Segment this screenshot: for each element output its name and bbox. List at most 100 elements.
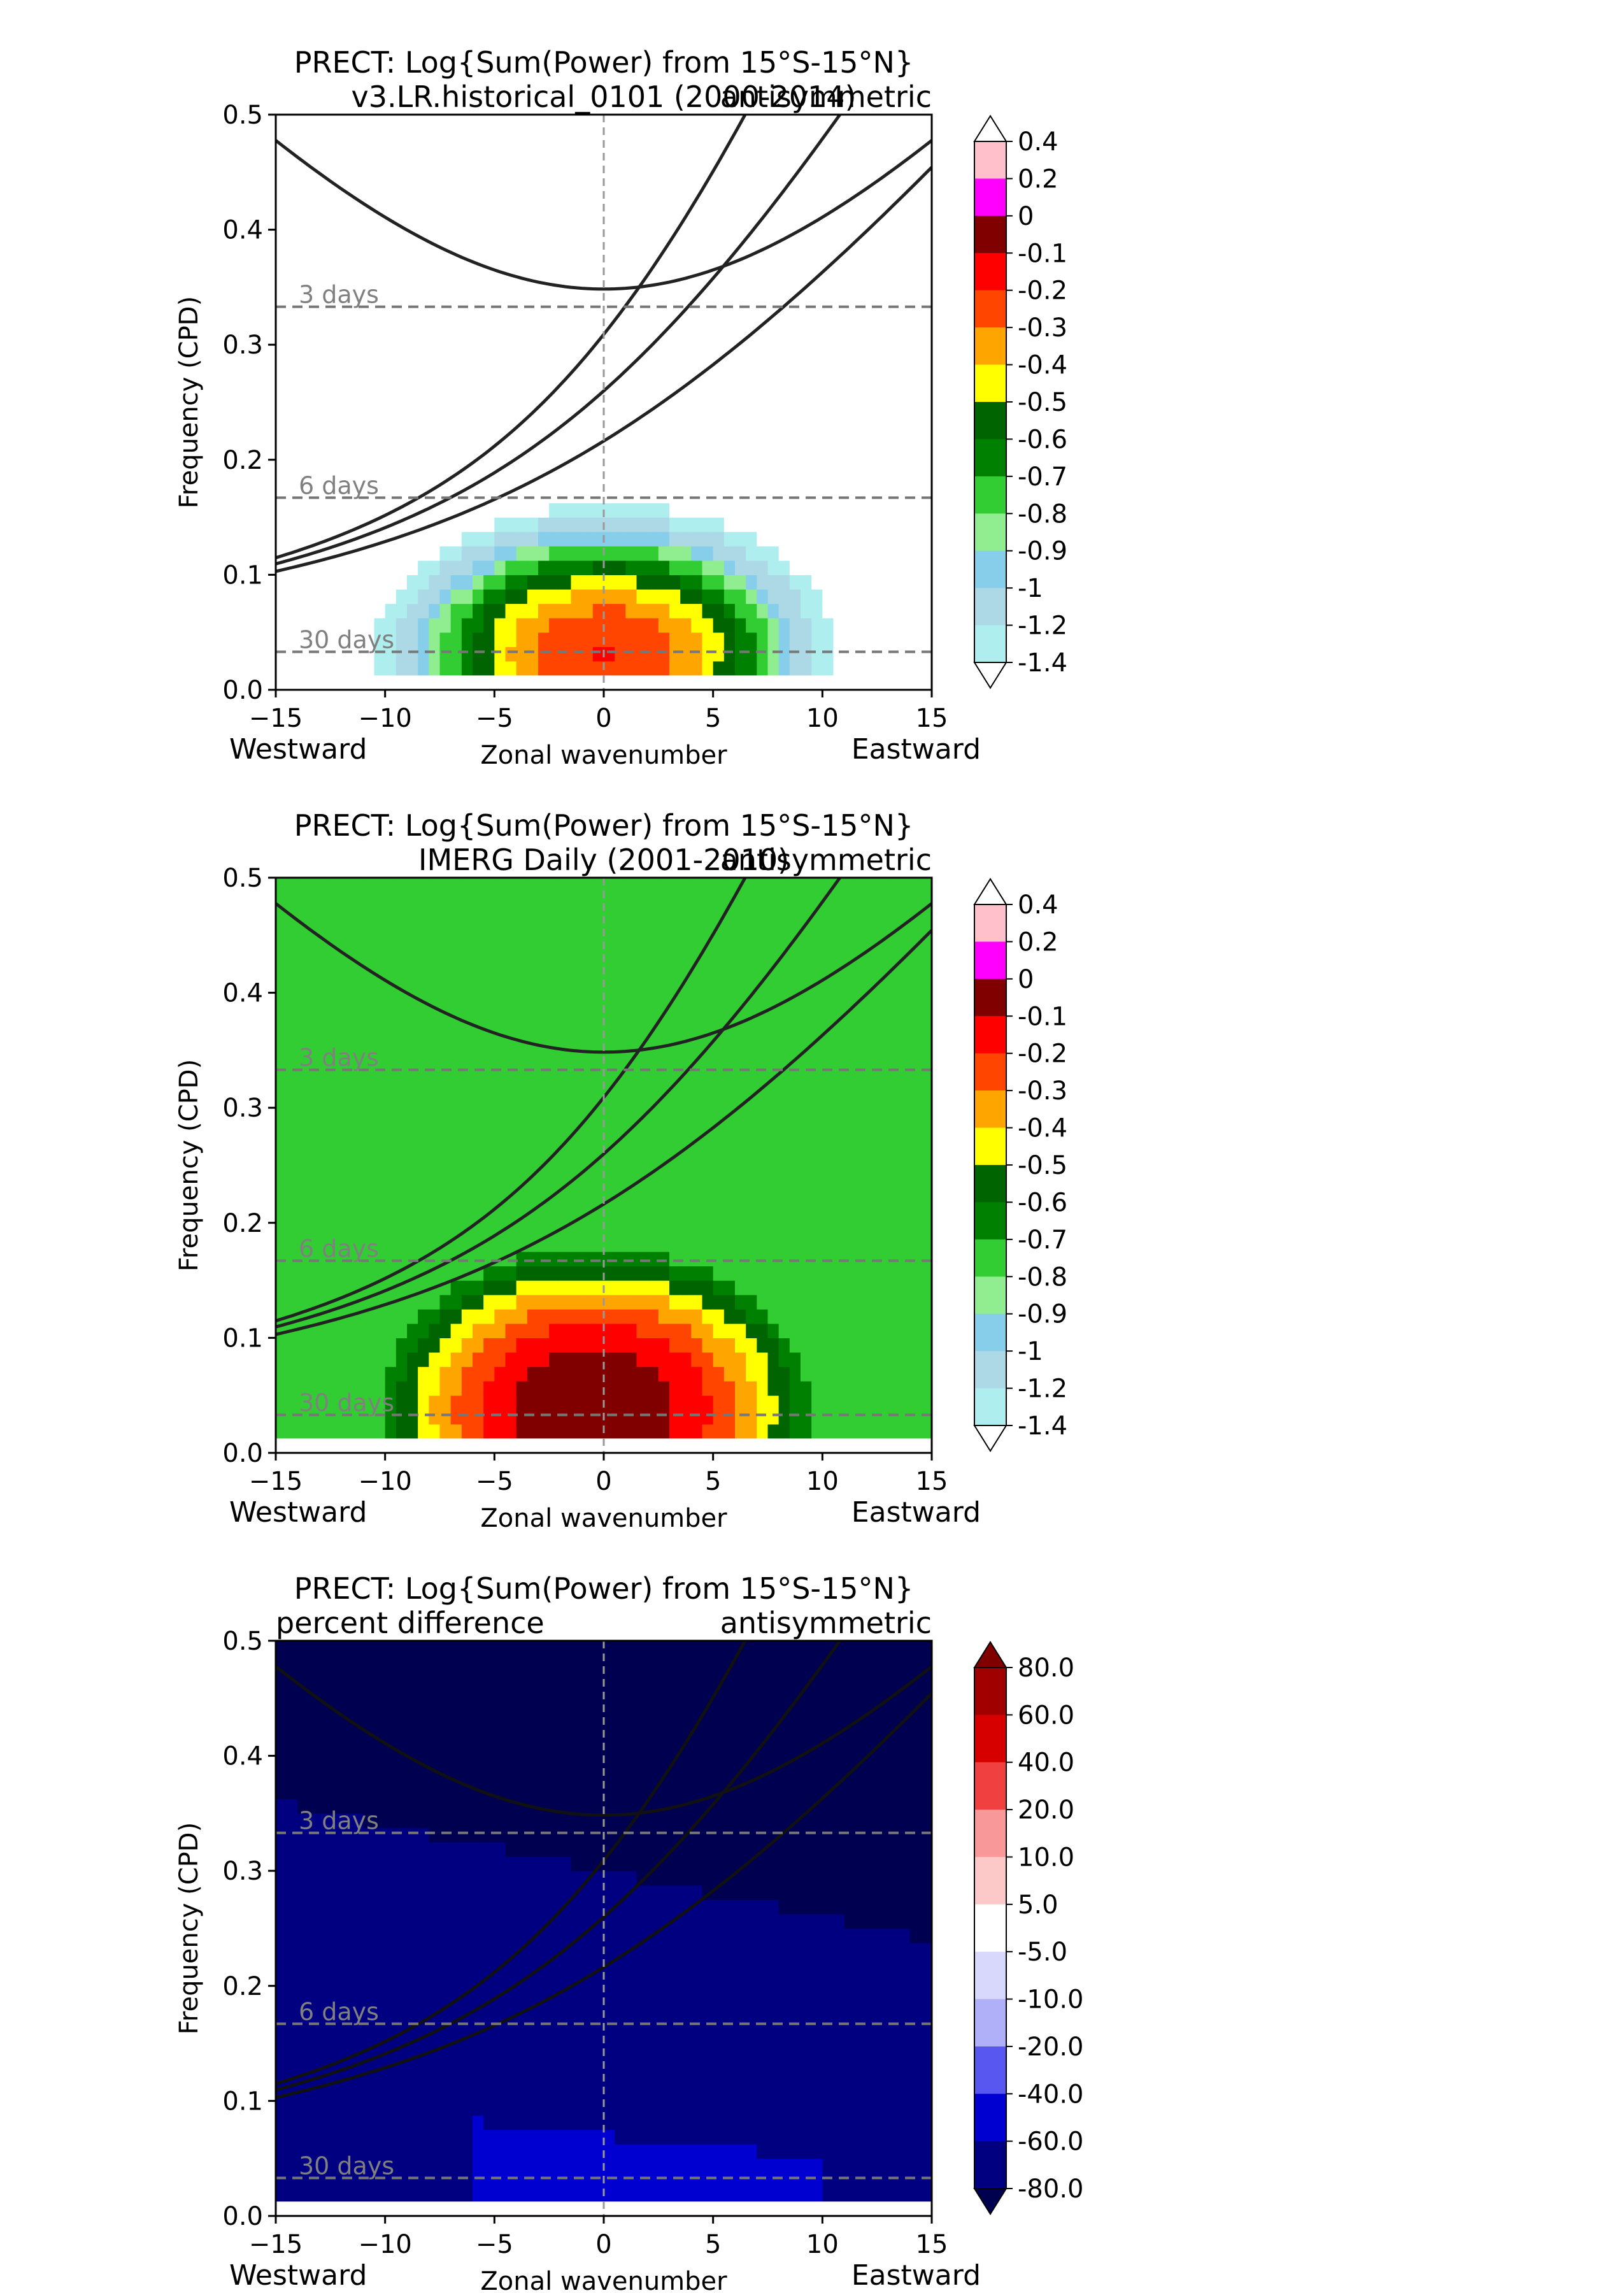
field-cell (920, 1208, 932, 1224)
field-cell (592, 978, 604, 994)
field-cell (866, 1165, 878, 1180)
field-cell (494, 1338, 506, 1353)
field-cell (888, 402, 900, 417)
field-cell (866, 646, 878, 662)
field-cell (844, 1251, 856, 1267)
field-cell (920, 1093, 932, 1108)
field-cell (407, 1150, 418, 1166)
field-cell (713, 474, 725, 489)
colorbar-swatch (974, 439, 1006, 477)
field-cell (395, 1410, 408, 1425)
field-cell (363, 417, 375, 432)
field-cell (527, 1395, 539, 1410)
field-cell (899, 301, 911, 317)
field-cell (899, 172, 911, 187)
field-cell (680, 1323, 692, 1338)
field-cell (855, 603, 867, 618)
field-cell (330, 1352, 342, 1368)
field-cell (647, 1079, 659, 1094)
field-cell (767, 1309, 780, 1324)
field-cell (527, 115, 539, 130)
field-cell (330, 1208, 342, 1224)
field-cell (319, 1222, 331, 1238)
field-cell (691, 301, 703, 317)
field-cell (811, 1352, 823, 1368)
field-cell (549, 892, 560, 907)
field-cell (767, 1093, 780, 1108)
field-cell (746, 661, 757, 676)
field-cell (789, 1021, 801, 1036)
field-cell (801, 1338, 812, 1353)
field-cell (516, 1050, 528, 1066)
field-cell (560, 1294, 572, 1310)
field-cell (549, 646, 560, 662)
field-cell (778, 1338, 790, 1353)
field-cell (669, 1108, 681, 1123)
field-cell (461, 301, 473, 317)
field-cell (560, 1266, 572, 1281)
field-cell (505, 964, 517, 979)
field-cell (888, 417, 900, 432)
field-cell (647, 143, 659, 159)
field-cell (844, 143, 856, 159)
field-cell (560, 316, 572, 331)
field-cell (363, 1036, 375, 1051)
field-cell (778, 1352, 790, 1368)
field-cell (833, 1323, 845, 1338)
colorbar-swatch (974, 1016, 1006, 1054)
field-cell (822, 560, 834, 575)
field-cell (735, 1208, 746, 1224)
field-cell (363, 935, 375, 950)
field-cell (581, 143, 594, 159)
field-cell (473, 1395, 484, 1410)
field-cell (801, 531, 812, 546)
field-cell (909, 503, 922, 518)
field-cell (746, 445, 757, 461)
field-cell (395, 1352, 408, 1368)
field-cell (833, 1338, 845, 1353)
field-cell (757, 964, 769, 979)
field-cell (811, 1323, 823, 1338)
field-cell (888, 215, 900, 231)
field-cell (581, 503, 594, 518)
field-cell (757, 906, 769, 922)
field-cell (418, 445, 429, 461)
field-cell (516, 143, 528, 159)
field-cell (473, 920, 484, 936)
field-cell (746, 531, 757, 546)
field-cell (494, 646, 506, 662)
field-cell (308, 618, 320, 633)
field-cell (636, 330, 648, 345)
field-cell (505, 878, 517, 893)
field-cell (439, 1294, 452, 1310)
field-cell (592, 1410, 604, 1425)
field-cell (418, 978, 429, 994)
field-cell (713, 1410, 725, 1425)
field-cell (877, 459, 888, 475)
field-cell (888, 143, 900, 159)
field-cell (363, 1323, 375, 1338)
field-cell (888, 172, 900, 187)
field-cell (757, 1036, 769, 1051)
field-cell (505, 632, 517, 647)
field-cell (833, 1280, 845, 1296)
field-cell (276, 1093, 287, 1108)
field-cell (899, 1251, 911, 1267)
field-cell (341, 560, 353, 575)
field-cell (297, 488, 310, 504)
field-cell (877, 503, 888, 518)
field-cell (538, 1410, 550, 1425)
field-cell (888, 575, 900, 590)
field-cell (505, 906, 517, 922)
field-cell (287, 661, 298, 676)
field-cell (363, 172, 375, 187)
field-cell (527, 892, 539, 907)
field-cell (549, 129, 560, 144)
field-cell (297, 1727, 310, 1742)
field-cell (363, 1194, 375, 1209)
field-cell (702, 503, 714, 518)
field-cell (571, 1136, 583, 1152)
field-cell (494, 1366, 506, 1382)
field-cell (778, 157, 790, 173)
field-cell (395, 1093, 408, 1108)
